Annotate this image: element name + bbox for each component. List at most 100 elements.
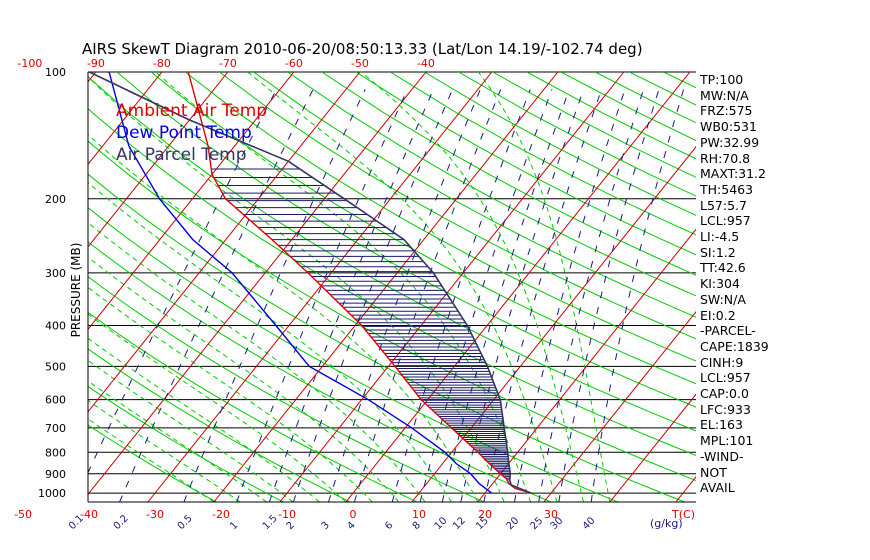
index-item: KI:304 xyxy=(700,276,740,292)
legend-item-air-parcel-temp: Air Parcel Temp xyxy=(116,145,247,165)
legend-item-ambient-air-temp: Ambient Air Temp xyxy=(116,101,268,121)
index-item: EL:163 xyxy=(700,417,743,433)
mixing-ratio-lines xyxy=(88,89,685,502)
moist-adiabat--20 xyxy=(88,418,215,502)
index-item: EI:0.2 xyxy=(700,307,736,323)
index-item: L57:5.7 xyxy=(700,197,747,213)
dry-adiabat-380 xyxy=(184,72,696,362)
dry-adiabat-390 xyxy=(219,72,696,340)
isotherm--80 xyxy=(88,72,163,166)
moist-adiabat-8 xyxy=(88,256,400,502)
bottom-temp-label: 0 xyxy=(350,508,357,521)
dry-adiabat-430 xyxy=(355,72,696,256)
dry-adiabat-560 xyxy=(800,72,870,502)
bottom-temp-label: 10 xyxy=(412,508,426,521)
dry-adiabat-340 xyxy=(88,107,696,456)
isotherms xyxy=(0,72,696,502)
index-item: TP:100 xyxy=(700,72,744,87)
bottom-temp-label: -10 xyxy=(278,508,296,521)
pressure-label-400: 400 xyxy=(45,320,66,333)
mixing-ratio-line-8 xyxy=(391,89,531,502)
bottom-temp-label: -40 xyxy=(80,508,98,521)
dry-adiabat-420 xyxy=(321,72,696,276)
mixing-ratio-line-10 xyxy=(441,89,570,502)
dry-adiabat-460 xyxy=(458,72,696,197)
mixing-ratio-line-11 xyxy=(460,89,585,502)
index-item: CAPE:1839 xyxy=(700,338,769,354)
mixing-ratio-label: 12 xyxy=(451,515,468,532)
mixing-ratio-line-3 xyxy=(236,89,408,502)
mixing-ratio-label: 4 xyxy=(345,520,357,532)
dry-adiabat-300 xyxy=(88,241,552,502)
legend-item-dew-point-temp: Dew Point Temp xyxy=(116,123,252,143)
index-item: RH:70.8 xyxy=(700,150,751,166)
mixing-ratio-label: 25 xyxy=(529,515,546,532)
dry-adiabat-550 xyxy=(766,72,870,502)
top-temp-label: -80 xyxy=(153,57,171,70)
index-item: SI:1.2 xyxy=(700,244,736,260)
index-item: -WIND- xyxy=(700,448,744,464)
moist-adiabat-40 xyxy=(477,72,611,502)
index-item: WB0:531 xyxy=(700,119,757,135)
isotherm--30 xyxy=(147,72,493,502)
chart-title: AIRS SkewT Diagram 2010-06-20/08:50:13.3… xyxy=(82,40,643,58)
mixing-ratio-label: 1.5 xyxy=(261,513,280,532)
mixing-ratio-line-4 xyxy=(268,89,434,502)
mixing-ratio-line-7 xyxy=(353,89,502,502)
moist-adiabat--4 xyxy=(88,337,320,502)
series-dew-point-temp xyxy=(108,72,493,494)
pressure-label-600: 600 xyxy=(45,394,66,407)
moist-adiabat-12 xyxy=(88,222,426,502)
mixing-ratio-label: 0.5 xyxy=(176,513,195,532)
mixing-ratio-line-5 xyxy=(292,89,453,502)
pressure-label-100: 100 xyxy=(45,66,66,79)
moist-adiabat-0 xyxy=(88,313,347,502)
mixing-ratio-line-14 xyxy=(538,89,644,502)
dry-adiabat-470 xyxy=(492,72,696,178)
pressure-label-300: 300 xyxy=(45,267,66,280)
moist-adiabat-36 xyxy=(360,72,584,502)
index-item: LCL:957 xyxy=(700,370,751,386)
isotherm--40 xyxy=(88,72,427,496)
mixing-ratio-label: 8 xyxy=(411,520,423,532)
index-item: FRZ:575 xyxy=(700,103,753,119)
plot-area xyxy=(0,72,870,502)
moist-adiabat-32 xyxy=(247,72,558,502)
mixing-ratio-line-9 xyxy=(419,89,553,502)
bottom-temp-label: 30 xyxy=(544,508,558,521)
index-item: -PARCEL- xyxy=(700,323,756,339)
temperature-tick-labels: -50-40-30-20-100102030-120-110-100-90-80… xyxy=(14,57,558,521)
index-item: SW:N/A xyxy=(700,291,746,307)
legend: Ambient Air Temp Dew Point Temp Air Parcel… xyxy=(116,100,267,166)
isotherm--100 xyxy=(0,72,30,502)
mixing-ratio-label: 2 xyxy=(285,520,297,532)
pressure-label-700: 700 xyxy=(45,422,66,435)
index-item: MAXT:31.2 xyxy=(700,166,766,182)
isotherm--10 xyxy=(279,72,625,502)
isotherm--20 xyxy=(213,72,559,502)
index-item: TH:5463 xyxy=(700,181,754,197)
isotherm--70 xyxy=(88,72,229,248)
mixing-ratio-line-12 xyxy=(483,89,602,502)
pressure-tick-labels: 100 200 300 400 500 600 700 800 900 1000 xyxy=(38,66,66,500)
pressure-label-900: 900 xyxy=(45,468,66,481)
index-item: LCL:957 xyxy=(700,213,751,229)
dry-adiabat-270 xyxy=(88,348,351,502)
dry-adiabat-290 xyxy=(88,276,485,502)
isotherm-20 xyxy=(477,228,696,502)
mixing-ratio-label: 3 xyxy=(320,520,332,532)
bottom-temp-label: -20 xyxy=(212,508,230,521)
dry-adiabat-250 xyxy=(88,424,217,502)
top-temp-label: -70 xyxy=(219,57,237,70)
dry-adiabat-260 xyxy=(88,385,284,502)
top-temp-label: -60 xyxy=(285,57,303,70)
index-item: LFC:933 xyxy=(700,401,751,417)
dry-adiabat-410 xyxy=(287,72,696,297)
pressure-label-800: 800 xyxy=(45,446,66,459)
pressure-label-500: 500 xyxy=(45,360,66,373)
index-item: TT:42.6 xyxy=(700,260,746,276)
mixing-ratio-line-1 xyxy=(119,89,314,502)
pressure-label-200: 200 xyxy=(45,193,66,206)
moist-adiabat-20 xyxy=(88,134,479,502)
